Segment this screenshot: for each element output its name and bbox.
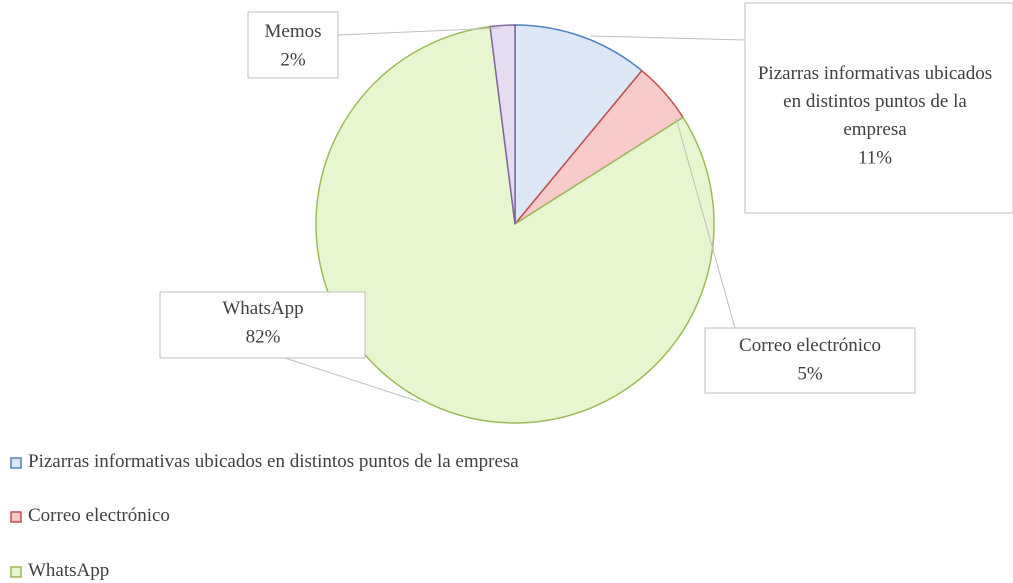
data-label-box <box>247 11 339 79</box>
legend-label: Pizarras informativas ubicados en distin… <box>28 451 519 472</box>
leader-line <box>284 357 421 403</box>
line: WhatsApp <box>28 560 109 581</box>
data-label-category: Pizarras informativas ubicados en distint… <box>758 63 992 140</box>
legend-swatch <box>10 566 22 578</box>
leader-line <box>337 27 501 36</box>
data-label-value: 82% <box>246 326 281 347</box>
data-label-category: Memos <box>265 21 322 42</box>
data-label-category: Correo electrónico <box>739 335 881 356</box>
line: Pizarras informativas ubicados <box>758 63 992 84</box>
line: Pizarras informativas ubicados en distin… <box>28 451 519 472</box>
data-label-box <box>159 291 366 359</box>
pie-slice <box>315 25 715 424</box>
data-label-value: 5% <box>797 363 823 384</box>
pie-slice <box>514 24 643 227</box>
leader-line <box>589 35 746 41</box>
legend-swatch <box>10 457 22 469</box>
legend-swatch <box>10 511 22 523</box>
legend-label: Correo electrónico <box>28 505 170 526</box>
data-label-box <box>704 327 916 394</box>
data-label-category: WhatsApp <box>222 298 303 319</box>
data-label-value: 2% <box>280 49 306 70</box>
legend-label: WhatsApp <box>28 560 109 581</box>
line: Correo electrónico <box>739 335 881 356</box>
line: WhatsApp <box>222 298 303 319</box>
data-label-box <box>744 2 1013 214</box>
line: empresa <box>843 119 907 140</box>
pie-slice <box>489 24 516 225</box>
data-label-value: 11% <box>858 147 892 168</box>
leader-line <box>675 117 736 329</box>
line: Correo electrónico <box>28 505 170 526</box>
line: Memos <box>265 21 322 42</box>
line: en distintos puntos de la <box>783 91 967 112</box>
